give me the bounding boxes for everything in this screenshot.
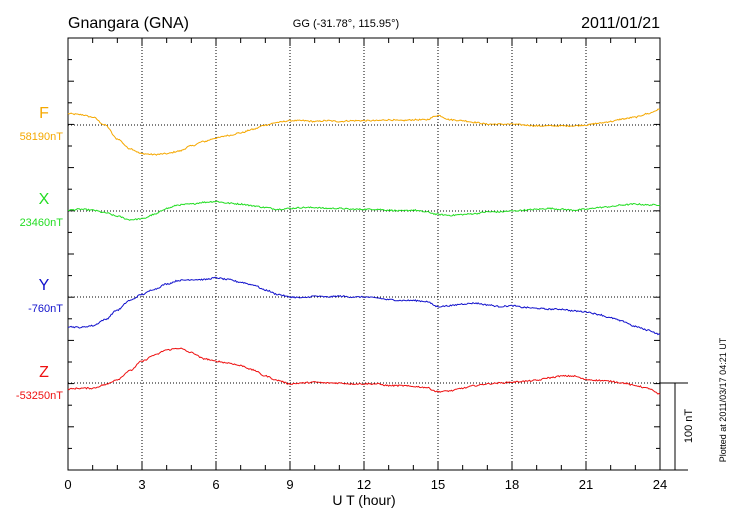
series-name-x: X xyxy=(39,191,50,208)
series-baseline-label-y: -760nT xyxy=(28,303,63,315)
series-baseline-label-f: 58190nT xyxy=(20,131,64,143)
x-tick-label: 18 xyxy=(505,477,519,492)
x-tick-label: 24 xyxy=(653,477,667,492)
series-line-x xyxy=(67,200,661,221)
station-coords: GG (-31.78°, 115.95°) xyxy=(293,18,399,30)
scale-bar: 100 nT xyxy=(660,382,695,471)
series-lines xyxy=(67,108,661,395)
x-axis-label: U T (hour) xyxy=(332,492,395,508)
series-name-f: F xyxy=(39,105,49,122)
series-line-f xyxy=(67,108,661,156)
x-tick-label: 15 xyxy=(431,477,445,492)
plotted-at-note: Plotted at 2011/03/17 04:21 UT xyxy=(718,337,728,462)
grid-lines xyxy=(141,38,587,470)
x-tick-label: 0 xyxy=(64,477,71,492)
x-tick-label: 6 xyxy=(212,477,219,492)
series-line-z xyxy=(67,347,661,395)
series-line-y xyxy=(67,276,661,336)
series-name-y: Y xyxy=(39,277,50,294)
x-tick-label: 21 xyxy=(579,477,593,492)
scale-bar-label: 100 nT xyxy=(683,409,695,444)
x-tick-label: 3 xyxy=(138,477,145,492)
station-title: Gnangara (GNA) xyxy=(68,15,189,32)
series-baseline-label-z: -53250nT xyxy=(16,390,63,402)
series-baseline-label-x: 23460nT xyxy=(20,217,64,229)
x-tick-label: 9 xyxy=(286,477,293,492)
series-name-z: Z xyxy=(39,364,49,381)
series-labels: F 58190nT X 23460nT Y -760nT Z -53250nT xyxy=(16,105,63,402)
chart-date: 2011/01/21 xyxy=(581,15,660,32)
axis-ticks xyxy=(67,38,661,470)
x-tick-label: 12 xyxy=(357,477,371,492)
x-tick-labels: 0 3 6 9 12 15 18 21 24 xyxy=(64,477,667,492)
